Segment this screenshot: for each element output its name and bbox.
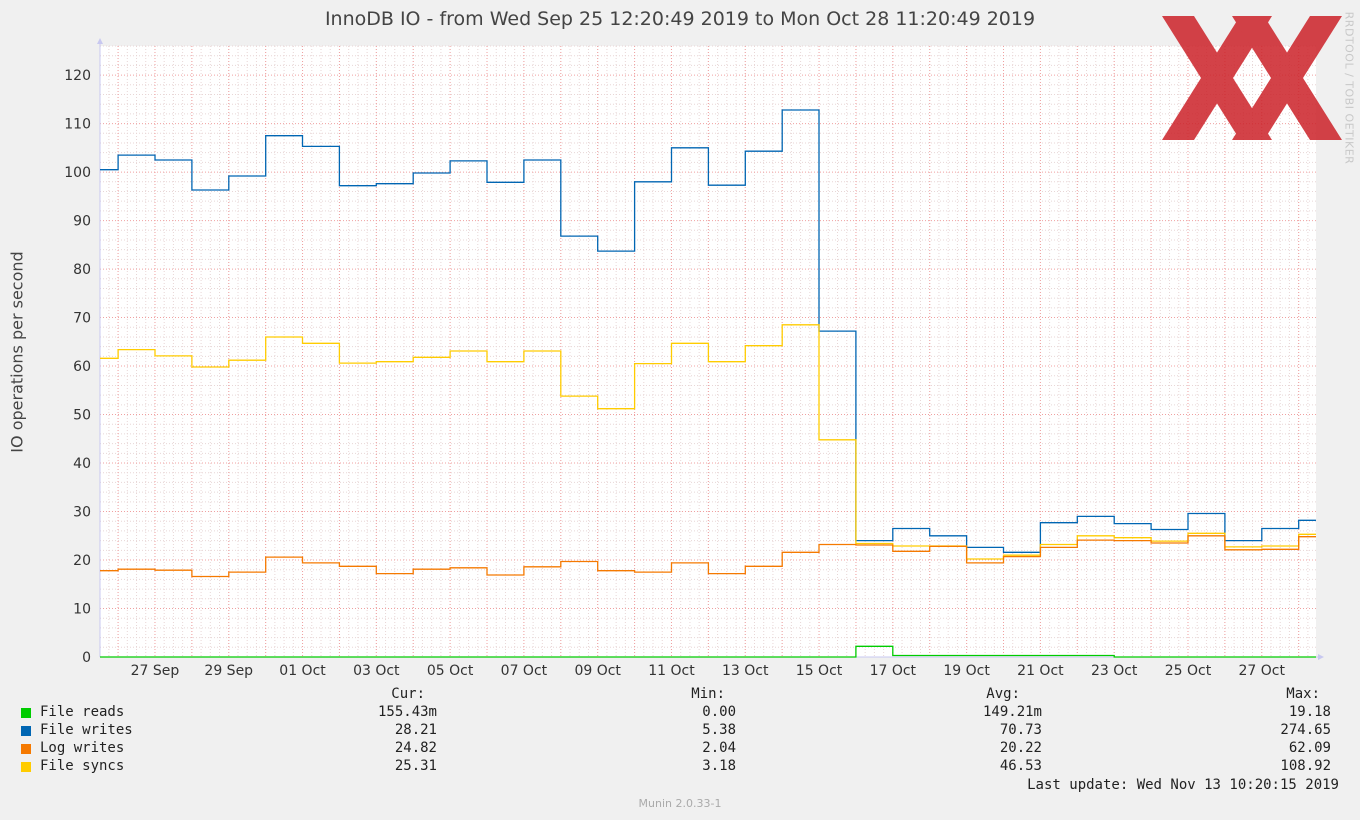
x-tick-label: 13 Oct (722, 663, 769, 679)
legend-value-avg: 20.22 (999, 740, 1042, 756)
series-line-log-writes (100, 535, 1316, 578)
legend-swatch (21, 708, 31, 718)
series-line-file-writes (100, 109, 1316, 553)
legend-value-min: 0.00 (702, 704, 736, 720)
xx-logo-mark (1162, 16, 1342, 140)
legend-series-name: File writes (40, 722, 133, 738)
y-tick-label: 100 (64, 165, 91, 181)
y-axis-label: IO operations per second (7, 251, 27, 453)
legend-value-cur: 24.82 (394, 740, 437, 756)
x-tick-labels: 27 Sep 29 Sep 01 Oct 03 Oct 05 Oct 07 Oct 09 O… (131, 663, 1286, 679)
x-axis-arrow (1318, 654, 1324, 660)
legend-row: File reads 155.43m 0.00 149.21m 19.18 (0, 704, 1360, 722)
xx-logo (1162, 16, 1342, 140)
x-tick-label: 27 Oct (1239, 663, 1286, 679)
x-tick-label: 27 Sep (131, 663, 180, 679)
x-tick-label: 29 Sep (204, 663, 253, 679)
legend-header-avg: Avg: (986, 686, 1020, 702)
legend-value-min: 5.38 (702, 722, 736, 738)
legend-series-name: File reads (40, 704, 125, 720)
x-tick-label: 17 Oct (870, 663, 917, 679)
chart-title: InnoDB IO - from Wed Sep 25 12:20:49 201… (324, 8, 1036, 30)
y-tick-label: 110 (64, 117, 91, 133)
legend-value-max: 19.18 (1288, 704, 1331, 720)
y-tick-label: 80 (73, 262, 91, 278)
legend-swatch (21, 726, 31, 736)
x-tick-label: 05 Oct (427, 663, 474, 679)
x-tick-label: 15 Oct (796, 663, 843, 679)
legend-value-cur: 28.21 (394, 722, 437, 738)
y-tick-label: 50 (73, 408, 91, 424)
legend-value-min: 3.18 (702, 758, 736, 774)
y-tick-labels: 0 10 20 30 40 50 60 70 80 90 100 110 120 (64, 68, 91, 666)
series-lines (100, 109, 1316, 658)
legend-series-name: File syncs (40, 758, 125, 774)
legend-value-cur: 155.43m (377, 704, 437, 720)
y-tick-label: 20 (73, 553, 91, 569)
y-tick-label: 10 (73, 602, 91, 618)
last-update: Last update: Wed Nov 13 10:20:15 2019 (1027, 777, 1339, 793)
legend-swatch (21, 744, 31, 754)
legend: Cur: Min: Avg: Max: File reads 155.43m 0.0… (0, 686, 1360, 796)
munin-version: Munin 2.0.33-1 (638, 797, 722, 810)
legend-row: Log writes 24.82 2.04 20.22 62.09 (0, 740, 1360, 758)
series-line-file-syncs (100, 324, 1316, 560)
legend-row: File writes 28.21 5.38 70.73 274.65 (0, 722, 1360, 740)
legend-value-max: 108.92 (1280, 758, 1331, 774)
legend-value-avg: 149.21m (982, 704, 1042, 720)
y-tick-label: 90 (73, 214, 91, 230)
y-tick-label: 40 (73, 456, 91, 472)
y-axis-arrow (97, 38, 103, 44)
legend-value-cur: 25.31 (394, 758, 437, 774)
y-tick-label: 120 (64, 68, 91, 84)
y-tick-label: 60 (73, 359, 91, 375)
legend-header-min: Min: (691, 686, 725, 702)
x-tick-label: 23 Oct (1091, 663, 1138, 679)
x-tick-label: 21 Oct (1017, 663, 1064, 679)
legend-value-avg: 70.73 (999, 722, 1042, 738)
x-tick-label: 19 Oct (943, 663, 990, 679)
legend-swatch (21, 762, 31, 772)
x-tick-label: 09 Oct (574, 663, 621, 679)
legend-header-cur: Cur: (391, 686, 425, 702)
x-tick-label: 07 Oct (501, 663, 548, 679)
chart-plot: 0 10 20 30 40 50 60 70 80 90 100 110 120 27 Sep 29 Se… (64, 38, 1324, 679)
y-tick-label: 0 (82, 650, 91, 666)
y-tick-label: 30 (73, 505, 91, 521)
x-tick-label: 01 Oct (279, 663, 326, 679)
legend-header-max: Max: (1286, 686, 1320, 702)
legend-row: File syncs 25.31 3.18 46.53 108.92 (0, 758, 1360, 776)
legend-series-name: Log writes (40, 740, 125, 756)
legend-value-max: 62.09 (1288, 740, 1331, 756)
legend-value-min: 2.04 (702, 740, 736, 756)
series-line-file-reads (100, 645, 1316, 658)
legend-value-avg: 46.53 (999, 758, 1042, 774)
legend-value-max: 274.65 (1280, 722, 1331, 738)
x-tick-label: 25 Oct (1165, 663, 1212, 679)
x-tick-label: 03 Oct (353, 663, 400, 679)
y-tick-label: 70 (73, 311, 91, 327)
x-tick-label: 11 Oct (648, 663, 695, 679)
